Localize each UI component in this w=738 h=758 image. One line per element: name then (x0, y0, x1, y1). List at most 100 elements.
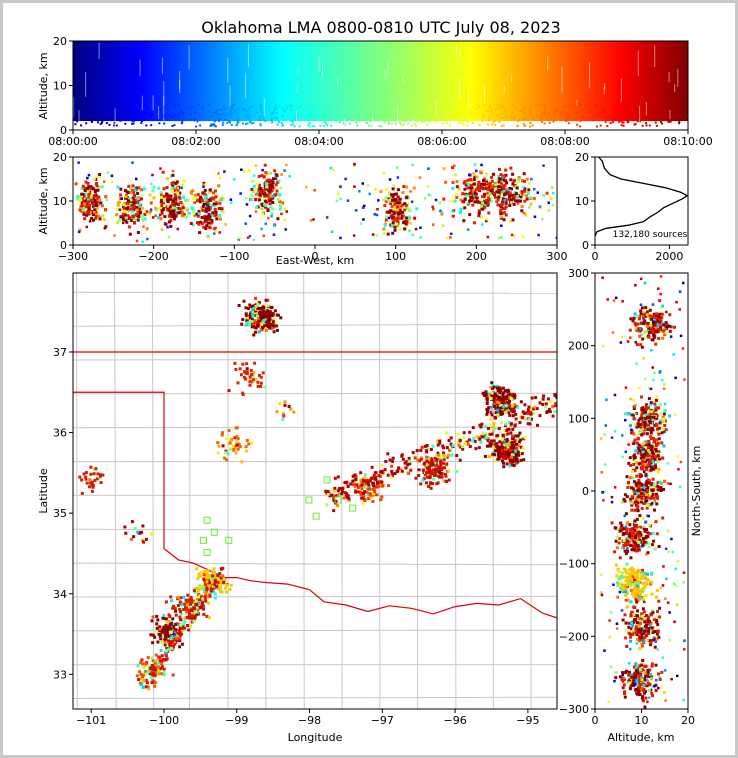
east-west-point (271, 201, 275, 204)
north-south-point (668, 329, 672, 333)
time-altitude-point (361, 112, 364, 115)
north-south-point (634, 597, 638, 601)
east-west-point (388, 198, 392, 202)
east-west-point (94, 201, 98, 205)
north-south-point (649, 402, 653, 406)
plan-view-point (417, 468, 421, 472)
north-south-point (665, 327, 669, 331)
north-south-point (641, 573, 645, 577)
east-west-point (405, 216, 409, 220)
north-south-point (656, 610, 659, 613)
plan-view-point (447, 453, 451, 457)
time-altitude-streak (139, 59, 141, 77)
time-altitude-point (173, 124, 176, 127)
plan-view-point (436, 443, 440, 447)
time-altitude-point (91, 104, 94, 107)
plan-view-point (404, 466, 408, 470)
east-west-point (280, 173, 284, 176)
east-west-point (402, 185, 406, 188)
east-west-point (197, 222, 201, 226)
east-west-point (159, 192, 162, 195)
plan-view-point (504, 422, 508, 426)
time-altitude-point (308, 121, 311, 124)
plan-view-point (447, 439, 451, 442)
time-altitude-point (273, 109, 276, 112)
north-south-point (646, 504, 650, 507)
plan-view-point (89, 472, 93, 476)
north-south-point (664, 428, 668, 432)
lma-station-marker (323, 476, 331, 484)
plan-view-point (489, 410, 493, 414)
plan-view-point (380, 495, 384, 499)
time-altitude-point (473, 115, 476, 118)
east-west-point (466, 186, 470, 190)
plan-view-point (444, 431, 448, 435)
east-west-point (377, 199, 380, 202)
plan-view-point (495, 384, 499, 388)
time-altitude-point (464, 115, 467, 118)
plan-view-point (422, 462, 426, 466)
east-west-point (258, 193, 262, 196)
north-south-point (632, 440, 636, 444)
east-west-point (413, 216, 417, 220)
plan-view-point (200, 600, 204, 604)
plan-view-point (479, 425, 483, 429)
time-altitude-point (285, 107, 288, 110)
north-south-point (627, 621, 631, 625)
plan-view-point (425, 449, 429, 453)
east-west-point (461, 199, 465, 203)
east-west-point (81, 198, 85, 202)
plan-view-point (390, 472, 394, 476)
north-south-point (646, 489, 649, 492)
plan-view-point (487, 455, 491, 459)
north-south-point (660, 456, 664, 460)
time-altitude-point (686, 118, 688, 121)
north-south-point (632, 463, 636, 466)
east-west-point (371, 233, 375, 236)
time-altitude-point (641, 124, 644, 127)
plan-view-point (173, 606, 177, 610)
time-altitude-point (638, 104, 641, 107)
plan-view-point (240, 460, 244, 464)
plan-view-point (443, 472, 447, 476)
plan-view-point (152, 672, 155, 676)
time-altitude-point (679, 111, 682, 114)
plan-view-point (197, 574, 201, 578)
north-south-point (633, 321, 637, 325)
plan-view-point (202, 607, 205, 611)
north-south-point (637, 534, 641, 538)
north-south-point (653, 402, 657, 406)
plan-view-point (538, 414, 542, 418)
east-west-point (193, 212, 196, 216)
time-altitude-point (460, 107, 463, 110)
north-south-point (662, 444, 666, 448)
east-west-point (275, 174, 279, 178)
north-south-point (651, 451, 655, 455)
plan-view-point (200, 587, 204, 590)
plan-view-point (491, 452, 495, 456)
east-west-point (284, 228, 287, 231)
time-altitude-point (616, 112, 619, 115)
plan-view-point (544, 402, 548, 406)
east-west-point (495, 190, 499, 194)
plan-view-point (242, 375, 246, 379)
east-west-point (523, 179, 526, 183)
north-south-point (640, 416, 644, 420)
plan-view-point (502, 439, 506, 443)
time-altitude-point (568, 104, 571, 107)
time-altitude-point (200, 107, 203, 110)
east-west-point (512, 196, 516, 200)
time-altitude-point (346, 117, 349, 120)
east-west-point (501, 184, 505, 188)
north-south-point (648, 464, 652, 468)
plan-view-point (390, 469, 394, 473)
plan-view-point (326, 492, 330, 496)
east-west-point (502, 178, 505, 182)
plan-view-point (489, 407, 493, 411)
east-west-point (85, 200, 89, 204)
time-altitude-point (522, 118, 525, 121)
east-west-point (482, 205, 486, 209)
east-west-point (245, 203, 249, 206)
east-west-point (133, 193, 137, 197)
plan-view-point (494, 459, 497, 463)
